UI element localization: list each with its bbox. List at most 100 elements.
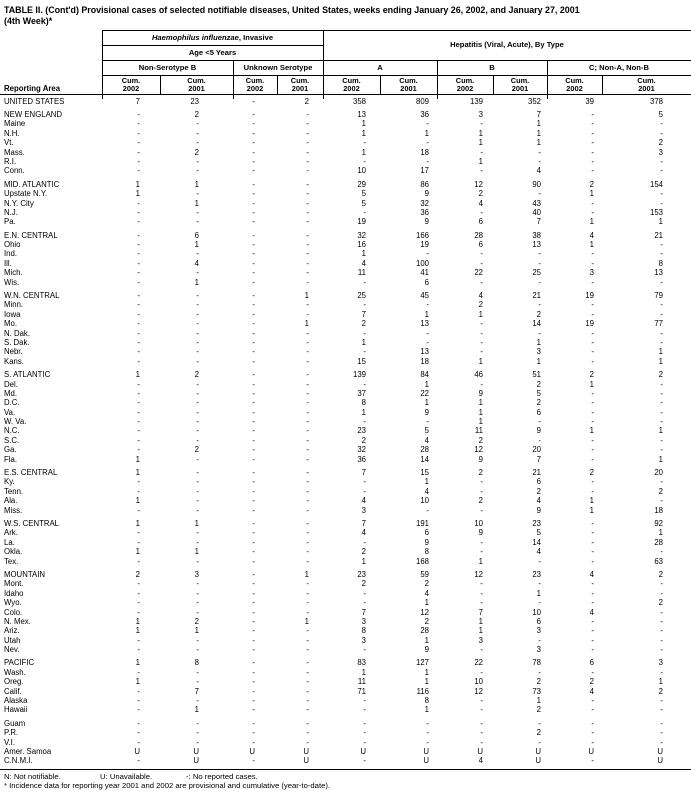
value-cell: 1 [135, 616, 140, 626]
value-cell: - [306, 347, 309, 357]
value-cell: - [591, 128, 594, 138]
value-cell: - [137, 240, 140, 250]
value-cell: - [196, 217, 199, 227]
value-cell: - [306, 207, 309, 217]
column-header-cum-2001-9: Cum. 2001 [637, 75, 656, 94]
value-cell: - [137, 300, 140, 310]
table-row: S. ATLANTIC 1 2 - - 139 84 46 51 2 2 [0, 370, 691, 379]
value-cell: - [196, 309, 199, 319]
value-cell: 1 [194, 240, 199, 250]
value-cell: 7 [536, 217, 541, 227]
value-cell: - [252, 718, 255, 728]
value-cell: 1 [589, 379, 594, 389]
reporting-area-cell: Nebr. [4, 347, 23, 357]
value-cell: - [196, 667, 199, 677]
value-cell: - [252, 417, 255, 427]
value-cell: - [306, 179, 309, 189]
value-cell: 4 [536, 166, 541, 176]
value-cell: 23 [190, 96, 199, 106]
value-cell: - [196, 268, 199, 278]
reporting-area-cell: R.I. [4, 156, 17, 166]
value-cell: 2 [536, 398, 541, 408]
value-cell: - [660, 398, 663, 408]
value-cell: - [591, 547, 594, 557]
value-cell: 1 [361, 556, 366, 566]
table-row: Mo. - - - 1 2 13 - 14 19 77 [0, 319, 691, 328]
table-row: PACIFIC 1 8 - - 83 127 22 78 6 3 [0, 658, 691, 667]
value-cell: U [193, 756, 199, 766]
value-cell: - [137, 277, 140, 287]
value-cell: - [591, 156, 594, 166]
value-cell: 32 [420, 198, 429, 208]
value-cell: 1 [478, 128, 483, 138]
value-cell: - [591, 300, 594, 310]
reporting-area-cell: Ill. [4, 258, 12, 268]
value-cell: - [137, 230, 140, 240]
value-cell: - [480, 249, 483, 259]
value-cell: 7 [361, 607, 366, 617]
value-cell: - [137, 588, 140, 598]
value-cell: 1 [536, 356, 541, 366]
value-cell: - [137, 291, 140, 301]
value-cell: - [591, 207, 594, 217]
reporting-area-cell: Wyo. [4, 598, 22, 608]
reporting-area-cell: E.N. CENTRAL [4, 230, 58, 240]
value-cell: 4 [536, 547, 541, 557]
value-cell: 1 [658, 217, 663, 227]
table-row: N.Y. City - 1 - - 5 32 4 43 - - [0, 199, 691, 208]
value-cell: 7 [361, 519, 366, 528]
value-cell: 1 [536, 138, 541, 148]
value-cell: 3 [658, 658, 663, 668]
value-cell: - [660, 166, 663, 176]
table-row: N.C. - - - -23 5 11 9 1 1 [0, 426, 691, 435]
value-cell: - [306, 737, 309, 747]
reporting-area-cell: Mont. [4, 579, 24, 589]
value-cell: - [363, 705, 366, 715]
value-cell: 1 [135, 626, 140, 636]
value-cell: 21 [532, 468, 541, 478]
value-cell: - [660, 407, 663, 417]
header-divider [602, 74, 603, 94]
value-cell: 13 [420, 347, 429, 357]
value-cell: - [252, 616, 255, 626]
value-cell: 18 [420, 147, 429, 157]
value-cell: - [252, 705, 255, 715]
value-cell: - [196, 696, 199, 706]
value-cell: - [306, 398, 309, 408]
reporting-area-cell: V.I. [4, 737, 15, 747]
value-cell: - [426, 505, 429, 515]
value-cell: 51 [532, 370, 541, 380]
value-cell: - [252, 607, 255, 617]
value-cell: 1 [478, 156, 483, 166]
value-cell: - [591, 417, 594, 427]
table-row: Wyo. - - - - - 1 - - - 2 [0, 598, 691, 607]
value-cell: - [252, 207, 255, 217]
value-cell: 1 [536, 128, 541, 138]
reporting-area-cell: Del. [4, 379, 18, 389]
value-cell: 29 [357, 179, 366, 189]
value-cell: - [480, 728, 483, 738]
value-cell: - [660, 588, 663, 598]
table-row: Del. - - - - - 1 - 2 1 - [0, 380, 691, 389]
value-cell: 4 [424, 588, 429, 598]
reporting-area-cell: Vt. [4, 138, 14, 148]
value-cell: - [252, 179, 255, 189]
reporting-area-cell: Utah [4, 635, 21, 645]
value-cell: - [252, 686, 255, 696]
value-cell: 39 [585, 96, 594, 106]
legend-no-reported-cases: -: No reported cases. [186, 771, 258, 781]
value-cell: 2 [658, 370, 663, 380]
hib-species-name: Haemophilus influenzae [151, 32, 239, 42]
value-cell: - [591, 356, 594, 366]
value-cell: - [480, 537, 483, 547]
value-cell: - [306, 496, 309, 506]
value-cell: - [137, 505, 140, 515]
value-cell: - [252, 198, 255, 208]
value-cell: - [480, 737, 483, 747]
value-cell: - [252, 356, 255, 366]
value-cell: - [660, 300, 663, 310]
value-cell: - [538, 258, 541, 268]
value-cell: 1 [424, 635, 429, 645]
reporting-area-cell: Alaska [4, 696, 28, 706]
table-row: MOUNTAIN 2 3-1 23 59 12 23 4 2 [0, 570, 691, 579]
